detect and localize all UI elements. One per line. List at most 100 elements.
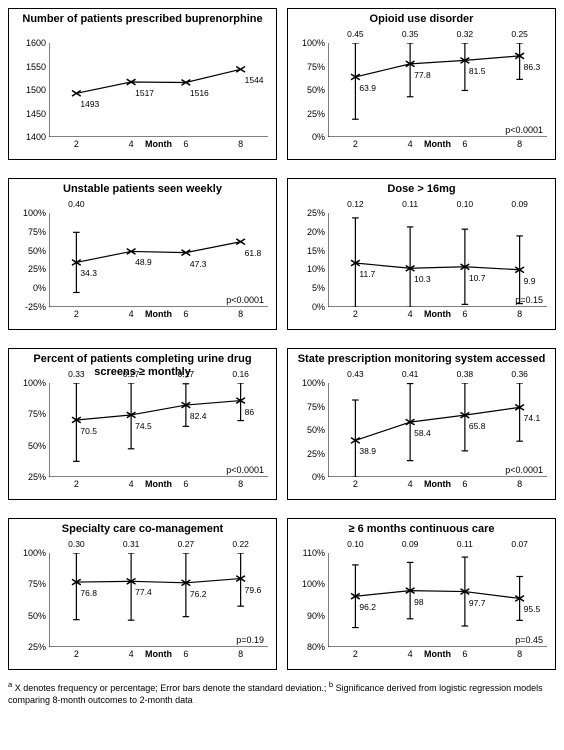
x-tick-label: 6 bbox=[462, 139, 467, 149]
panel-title: Dose > 16mg bbox=[288, 183, 555, 196]
panel-title: Opioid use disorder bbox=[288, 13, 555, 26]
y-tick-label: 50% bbox=[28, 441, 46, 451]
y-tick-label: 100% bbox=[302, 579, 325, 589]
panel-title: Specialty care co-management bbox=[9, 523, 276, 536]
value-label: 76.8 bbox=[80, 588, 97, 598]
y-tick-label: 0% bbox=[312, 302, 325, 312]
p-value: p=0.19 bbox=[236, 635, 264, 645]
error-label: 0.27 bbox=[178, 539, 195, 549]
error-label: 0.40 bbox=[68, 199, 85, 209]
x-tick-label: 8 bbox=[238, 139, 243, 149]
value-label: 9.9 bbox=[524, 276, 536, 286]
y-tick-label: 75% bbox=[307, 402, 325, 412]
chart-grid: Number of patients prescribed buprenorph… bbox=[8, 8, 556, 670]
y-tick-label: 75% bbox=[28, 227, 46, 237]
x-tick-label: 2 bbox=[353, 479, 358, 489]
panel-title: Number of patients prescribed buprenorph… bbox=[9, 13, 276, 26]
panel-title: Unstable patients seen weekly bbox=[9, 183, 276, 196]
value-label: 97.7 bbox=[469, 598, 486, 608]
value-label: 77.8 bbox=[414, 70, 431, 80]
error-label: 0.43 bbox=[347, 369, 364, 379]
value-label: 74.5 bbox=[135, 421, 152, 431]
x-tick-label: 4 bbox=[408, 309, 413, 319]
error-label: 0.10 bbox=[457, 199, 474, 209]
chart-area: 25%50%75%100%2468Month70.574.582.4860.33… bbox=[49, 383, 268, 477]
value-label: 11.7 bbox=[359, 269, 375, 279]
x-tick-label: 4 bbox=[408, 139, 413, 149]
y-tick-label: 0% bbox=[312, 132, 325, 142]
y-tick-label: 80% bbox=[307, 642, 325, 652]
error-label: 0.25 bbox=[511, 29, 528, 39]
error-label: 0.38 bbox=[457, 369, 474, 379]
error-label: 0.22 bbox=[232, 539, 249, 549]
value-label: 63.9 bbox=[359, 83, 376, 93]
p-value: p=0.15 bbox=[515, 295, 543, 305]
chart-panel: Dose > 16mg0%5%10%15%20%25%2468Month11.7… bbox=[287, 178, 556, 330]
value-label: 74.1 bbox=[524, 413, 541, 423]
footnote-a-text: X denotes frequency or percentage; Error… bbox=[15, 683, 327, 693]
p-value: p<0.0001 bbox=[226, 465, 264, 475]
x-axis-title: Month bbox=[424, 309, 451, 319]
value-label: 82.4 bbox=[190, 411, 207, 421]
x-tick-label: 8 bbox=[517, 139, 522, 149]
error-label: 0.09 bbox=[402, 539, 419, 549]
chart-area: 25%50%75%100%2468Month76.877.476.279.60.… bbox=[49, 553, 268, 647]
value-label: 98 bbox=[414, 597, 423, 607]
x-tick-label: 6 bbox=[462, 649, 467, 659]
x-tick-label: 8 bbox=[517, 309, 522, 319]
error-label: 0.27 bbox=[123, 369, 140, 379]
x-tick-label: 8 bbox=[517, 479, 522, 489]
y-tick-label: 25% bbox=[307, 449, 325, 459]
error-label: 0.16 bbox=[232, 369, 249, 379]
panel-title: State prescription monitoring system acc… bbox=[288, 353, 555, 366]
x-axis-title: Month bbox=[424, 479, 451, 489]
x-tick-label: 4 bbox=[408, 479, 413, 489]
y-tick-label: 25% bbox=[28, 264, 46, 274]
x-tick-label: 2 bbox=[353, 139, 358, 149]
y-tick-label: 1400 bbox=[26, 132, 46, 142]
x-axis-title: Month bbox=[424, 649, 451, 659]
p-value: p<0.0001 bbox=[505, 125, 543, 135]
value-label: 77.4 bbox=[135, 587, 152, 597]
chart-panel: Percent of patients completing urine dru… bbox=[8, 348, 277, 500]
chart-svg bbox=[49, 213, 268, 307]
x-tick-label: 4 bbox=[129, 479, 134, 489]
y-tick-label: 100% bbox=[23, 378, 46, 388]
y-tick-label: 100% bbox=[302, 378, 325, 388]
x-tick-label: 2 bbox=[74, 649, 79, 659]
panel-title: ≥ 6 months continuous care bbox=[288, 523, 555, 536]
y-tick-label: -25% bbox=[25, 302, 46, 312]
p-value: p<0.0001 bbox=[226, 295, 264, 305]
chart-panel: ≥ 6 months continuous care80%90%100%110%… bbox=[287, 518, 556, 670]
y-tick-label: 100% bbox=[23, 548, 46, 558]
y-tick-label: 5% bbox=[312, 283, 325, 293]
y-tick-label: 75% bbox=[28, 579, 46, 589]
chart-svg bbox=[328, 553, 547, 647]
chart-panel: Unstable patients seen weekly-25%0%25%50… bbox=[8, 178, 277, 330]
x-tick-label: 2 bbox=[353, 309, 358, 319]
value-label: 48.9 bbox=[135, 257, 152, 267]
x-tick-label: 8 bbox=[517, 649, 522, 659]
value-label: 1516 bbox=[190, 88, 209, 98]
value-label: 10.3 bbox=[414, 274, 431, 284]
x-tick-label: 2 bbox=[74, 139, 79, 149]
x-tick-label: 6 bbox=[183, 309, 188, 319]
x-tick-label: 2 bbox=[74, 479, 79, 489]
x-axis-title: Month bbox=[145, 649, 172, 659]
error-label: 0.11 bbox=[402, 199, 418, 209]
value-label: 10.7 bbox=[469, 273, 486, 283]
value-label: 86 bbox=[245, 407, 254, 417]
x-axis-title: Month bbox=[145, 309, 172, 319]
y-tick-label: 50% bbox=[307, 85, 325, 95]
error-label: 0.09 bbox=[511, 199, 528, 209]
error-label: 0.30 bbox=[68, 539, 85, 549]
value-label: 61.8 bbox=[245, 248, 262, 258]
x-tick-label: 2 bbox=[74, 309, 79, 319]
y-tick-label: 100% bbox=[23, 208, 46, 218]
chart-panel: State prescription monitoring system acc… bbox=[287, 348, 556, 500]
y-tick-label: 25% bbox=[28, 642, 46, 652]
y-tick-label: 1500 bbox=[26, 85, 46, 95]
value-label: 81.5 bbox=[469, 66, 486, 76]
y-tick-label: 75% bbox=[28, 409, 46, 419]
y-tick-label: 1450 bbox=[26, 109, 46, 119]
